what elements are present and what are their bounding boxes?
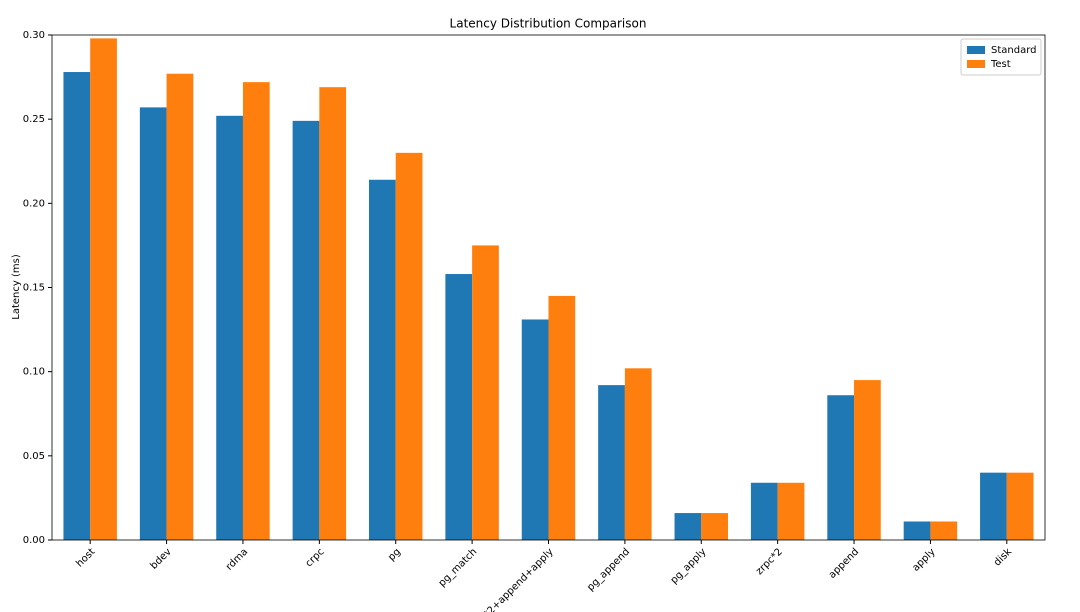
y-tick-label: 0.20 <box>23 198 45 209</box>
x-tick-label: pg_match <box>437 546 480 589</box>
bar <box>242 82 270 540</box>
bar <box>1006 472 1034 540</box>
legend-swatch <box>967 60 985 68</box>
x-tick-label: pg <box>386 546 403 563</box>
bar <box>63 72 91 541</box>
y-tick-label: 0.25 <box>23 114 45 125</box>
bar <box>139 107 167 540</box>
bar <box>930 521 958 540</box>
x-tick-label: crpc <box>304 546 327 569</box>
bar <box>750 482 778 540</box>
bar <box>827 395 855 540</box>
y-tick-label: 0.15 <box>23 283 45 294</box>
bar <box>903 521 931 540</box>
bar <box>701 513 729 540</box>
y-tick-label: 0.30 <box>23 30 45 41</box>
x-tick-label: pg_apply <box>669 546 709 586</box>
y-tick-label: 0.10 <box>23 367 45 378</box>
bar <box>777 482 805 540</box>
bar <box>674 513 702 540</box>
y-axis-label: Latency (ms) <box>11 254 22 320</box>
x-tick-label: zrpc*2+append+apply <box>467 546 556 612</box>
x-tick-label: bdev <box>149 546 174 571</box>
bar <box>292 120 320 540</box>
bar <box>319 87 347 540</box>
bar <box>598 385 625 540</box>
x-tick-label: zrpc*2 <box>754 546 785 577</box>
x-tick-label: apply <box>910 546 937 573</box>
bar <box>368 179 396 540</box>
chart-title: Latency Distribution Comparison <box>450 17 647 31</box>
bar <box>624 368 652 540</box>
bar <box>854 380 881 540</box>
x-tick-label: rdma <box>224 546 250 572</box>
bar <box>445 274 473 540</box>
y-tick-label: 0.05 <box>23 451 45 462</box>
x-tick-label: pg_append <box>585 546 632 593</box>
bar <box>395 152 423 541</box>
plot-frame <box>51 34 1046 541</box>
y-tick-label: 0.00 <box>23 535 45 546</box>
legend-label: Standard <box>991 45 1037 56</box>
bar <box>521 319 549 540</box>
bar <box>472 245 499 540</box>
bar <box>980 472 1007 540</box>
legend-label: Test <box>990 59 1011 70</box>
bar <box>216 115 243 541</box>
bar <box>548 295 576 540</box>
x-tick-label: host <box>74 546 97 569</box>
bar <box>166 73 194 540</box>
legend-swatch <box>967 46 985 54</box>
x-tick-label: disk <box>992 546 1014 568</box>
x-tick-label: append <box>827 546 861 580</box>
bar <box>90 38 117 540</box>
